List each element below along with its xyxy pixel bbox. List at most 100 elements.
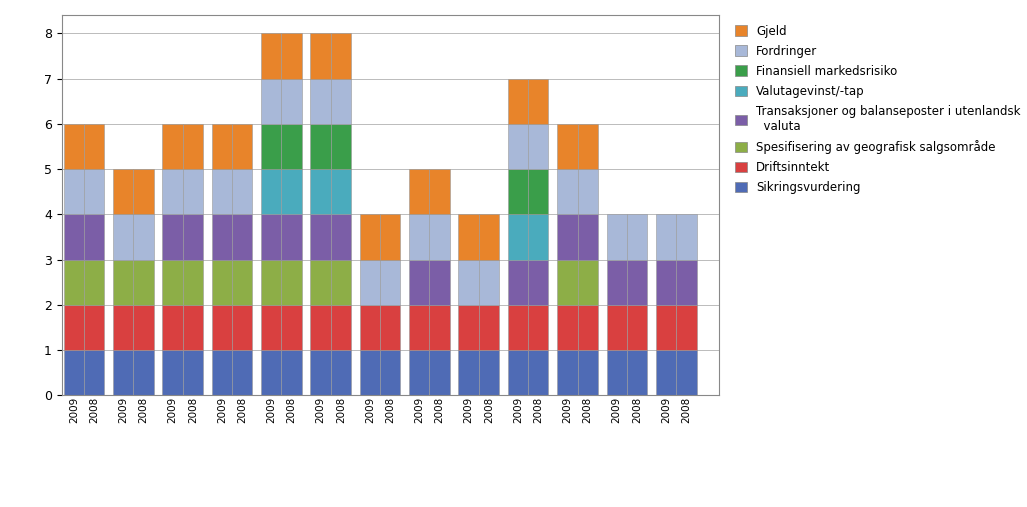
Bar: [409, 214, 429, 260]
Bar: [359, 350, 380, 395]
Bar: [281, 33, 302, 79]
Bar: [380, 260, 401, 305]
Bar: [113, 305, 134, 350]
Bar: [183, 350, 203, 395]
Bar: [310, 33, 331, 79]
Bar: [84, 305, 105, 350]
Bar: [310, 214, 331, 260]
Bar: [84, 169, 105, 214]
Bar: [134, 214, 154, 260]
Bar: [162, 305, 183, 350]
Bar: [507, 124, 528, 169]
Bar: [577, 305, 598, 350]
Bar: [479, 214, 499, 260]
Bar: [183, 169, 203, 214]
Bar: [331, 350, 351, 395]
Bar: [577, 124, 598, 169]
Bar: [212, 260, 232, 305]
Bar: [281, 305, 302, 350]
Bar: [676, 214, 696, 260]
Bar: [558, 350, 577, 395]
Bar: [558, 305, 577, 350]
Bar: [676, 260, 696, 305]
Bar: [577, 260, 598, 305]
Bar: [281, 169, 302, 214]
Bar: [429, 350, 450, 395]
Bar: [577, 214, 598, 260]
Legend: Gjeld, Fordringer, Finansiell markedsrisiko, Valutagevinst/-tap, Transaksjoner o: Gjeld, Fordringer, Finansiell markedsris…: [731, 21, 1024, 198]
Bar: [359, 260, 380, 305]
Bar: [558, 260, 577, 305]
Bar: [261, 79, 281, 124]
Bar: [84, 214, 105, 260]
Bar: [64, 350, 84, 395]
Bar: [409, 305, 429, 350]
Bar: [212, 214, 232, 260]
Bar: [281, 350, 302, 395]
Bar: [626, 350, 647, 395]
Bar: [310, 169, 331, 214]
Bar: [528, 305, 548, 350]
Bar: [310, 124, 331, 169]
Bar: [310, 79, 331, 124]
Bar: [528, 169, 548, 214]
Bar: [134, 350, 154, 395]
Bar: [232, 169, 253, 214]
Bar: [656, 214, 676, 260]
Bar: [558, 169, 577, 214]
Bar: [162, 260, 183, 305]
Bar: [380, 350, 401, 395]
Bar: [607, 214, 626, 260]
Bar: [64, 260, 84, 305]
Bar: [134, 260, 154, 305]
Bar: [359, 214, 380, 260]
Bar: [458, 350, 479, 395]
Bar: [310, 260, 331, 305]
Bar: [310, 305, 331, 350]
Bar: [656, 350, 676, 395]
Bar: [528, 260, 548, 305]
Bar: [507, 350, 528, 395]
Bar: [479, 305, 499, 350]
Bar: [113, 260, 134, 305]
Bar: [507, 214, 528, 260]
Bar: [331, 214, 351, 260]
Bar: [232, 124, 253, 169]
Bar: [458, 214, 479, 260]
Bar: [64, 214, 84, 260]
Bar: [232, 305, 253, 350]
Bar: [281, 214, 302, 260]
Bar: [64, 305, 84, 350]
Bar: [281, 260, 302, 305]
Bar: [331, 79, 351, 124]
Bar: [261, 350, 281, 395]
Bar: [261, 169, 281, 214]
Bar: [162, 350, 183, 395]
Bar: [261, 305, 281, 350]
Bar: [232, 350, 253, 395]
Bar: [458, 260, 479, 305]
Bar: [183, 124, 203, 169]
Bar: [528, 350, 548, 395]
Bar: [212, 169, 232, 214]
Bar: [232, 260, 253, 305]
Bar: [162, 124, 183, 169]
Bar: [134, 169, 154, 214]
Bar: [577, 169, 598, 214]
Bar: [212, 350, 232, 395]
Bar: [429, 169, 450, 214]
Bar: [84, 260, 105, 305]
Bar: [212, 305, 232, 350]
Bar: [528, 124, 548, 169]
Bar: [183, 305, 203, 350]
Bar: [626, 260, 647, 305]
Bar: [162, 169, 183, 214]
Bar: [261, 33, 281, 79]
Bar: [626, 305, 647, 350]
Bar: [607, 350, 626, 395]
Bar: [676, 350, 696, 395]
Bar: [331, 260, 351, 305]
Bar: [409, 350, 429, 395]
Bar: [558, 124, 577, 169]
Bar: [331, 124, 351, 169]
